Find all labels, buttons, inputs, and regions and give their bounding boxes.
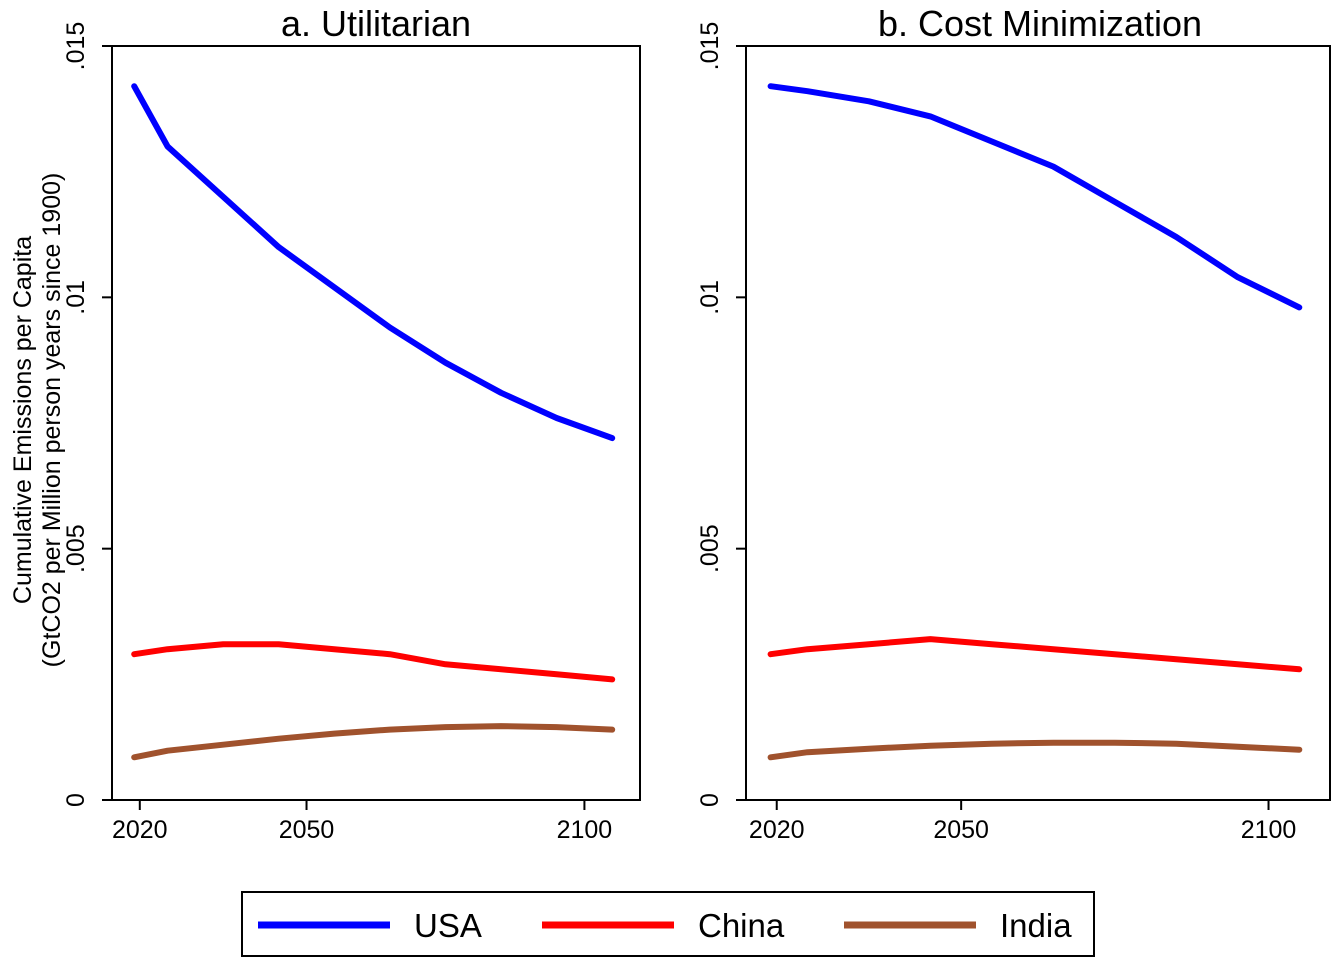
- x-tick-label: 2100: [557, 816, 613, 844]
- x-tick-label: 2050: [279, 816, 335, 844]
- y-tick-label: .01: [62, 280, 90, 315]
- series-line-china: [131, 641, 616, 683]
- panel-cost-minimization: b. Cost Minimization 0 .005 .01 .015 2020 2050…: [696, 3, 1331, 844]
- y-tick-label: .015: [62, 22, 90, 71]
- y-tick-label: .005: [62, 524, 90, 573]
- y-tick-label: .01: [696, 280, 724, 315]
- y-tick-label: .015: [696, 22, 724, 71]
- plot-frame: [111, 45, 641, 801]
- x-tick-label: 2100: [1241, 816, 1297, 844]
- y-axis-title: Cumulative Emissions per Capita: [9, 236, 37, 604]
- x-tick-label: 2050: [933, 816, 989, 844]
- series-line-india: [131, 723, 616, 761]
- series-line-usa: [131, 83, 616, 442]
- series-line-usa: [767, 83, 1303, 311]
- panel-title: a. Utilitarian: [281, 3, 471, 44]
- y-axis-title-line2: (GtCO2 per Million person years since 19…: [38, 173, 66, 668]
- legend-label-usa: USA: [414, 907, 482, 944]
- y-tick-label: 0: [62, 793, 90, 807]
- x-tick-label: 2020: [749, 816, 805, 844]
- panel-title: b. Cost Minimization: [878, 3, 1202, 44]
- y-tick-label: 0: [696, 793, 724, 807]
- y-tick-label: .005: [696, 524, 724, 573]
- legend-label-china: China: [698, 907, 785, 944]
- legend: USA China India: [241, 891, 1095, 957]
- x-tick-label: 2020: [112, 816, 168, 844]
- panel-utilitarian: a. Utilitarian 0 .005 .01 .015 2020 2050 2100: [62, 3, 641, 844]
- plot-frame: [745, 45, 1331, 801]
- legend-label-india: India: [1000, 907, 1072, 944]
- series-line-india: [767, 739, 1303, 761]
- series-line-china: [767, 636, 1303, 673]
